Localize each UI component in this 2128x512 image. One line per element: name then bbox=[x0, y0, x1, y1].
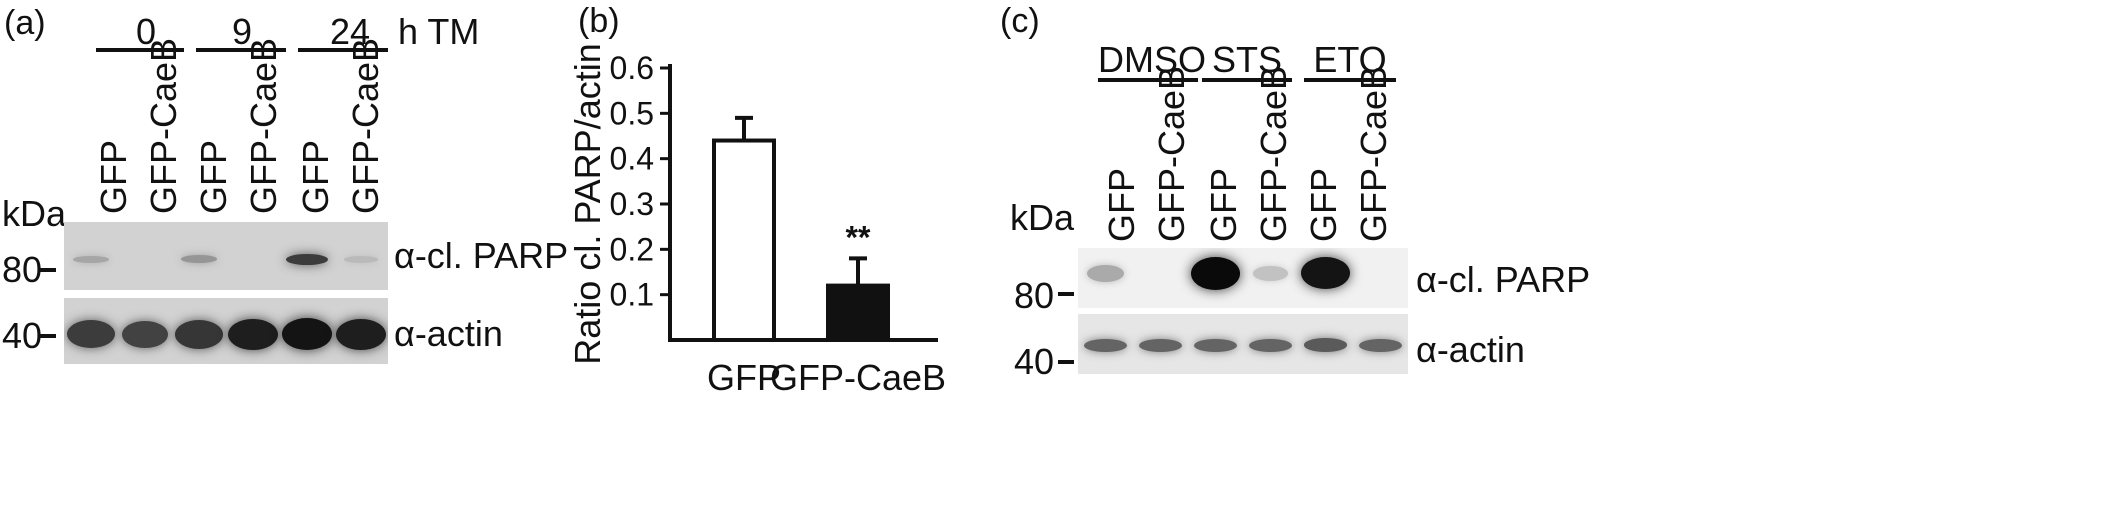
y-tick-label: 0.6 bbox=[610, 50, 654, 86]
parp-band bbox=[180, 255, 218, 264]
lane-label: GFP-CaeB bbox=[345, 37, 386, 214]
y-tick-label: 0.3 bbox=[610, 186, 654, 222]
group-label-9h: 9 bbox=[231, 11, 253, 52]
parp-blot-label: α-cl. PARP bbox=[1416, 259, 1591, 300]
y-tick-label: 0.4 bbox=[610, 141, 654, 177]
lane-label: GFP bbox=[295, 139, 336, 214]
bar-gfp bbox=[712, 138, 776, 342]
group-label-sts: STS bbox=[1211, 39, 1282, 80]
actin-band bbox=[1249, 338, 1292, 352]
actin-band bbox=[281, 318, 333, 351]
parp-band bbox=[1190, 256, 1241, 290]
marker-40-label: 40 bbox=[2, 315, 43, 356]
lane-label: GFP bbox=[1101, 167, 1142, 242]
parp-blot bbox=[64, 222, 388, 290]
actin-band bbox=[228, 318, 278, 350]
x-tick-label: GFP-CaeB bbox=[770, 357, 946, 398]
x-tick-label: GFP bbox=[707, 357, 781, 398]
actin-band bbox=[1084, 338, 1127, 352]
lane-label: GFP bbox=[1203, 167, 1244, 242]
actin-band bbox=[1359, 338, 1402, 352]
actin-blot-label: α-actin bbox=[394, 313, 503, 354]
marker-80-tick bbox=[1058, 292, 1074, 296]
parp-band bbox=[1252, 265, 1289, 281]
group-bracket-dmso bbox=[1098, 78, 1198, 82]
lane-label: GFP bbox=[193, 139, 234, 214]
marker-80-label: 80 bbox=[1014, 275, 1055, 316]
parp-band bbox=[344, 256, 378, 263]
group-label-24h: 24 bbox=[329, 11, 371, 52]
group-bracket-sts bbox=[1202, 78, 1292, 82]
y-tick-label: 0.1 bbox=[610, 277, 654, 313]
group-label-0h: 0 bbox=[135, 11, 157, 52]
y-tick-label: 0.2 bbox=[610, 231, 654, 267]
y-axis-label: Ratio cl. PARP/actin bbox=[567, 43, 608, 364]
bar-gfp-caeb bbox=[826, 283, 890, 343]
lane-label: GFP-CaeB bbox=[1151, 65, 1192, 242]
panel-b-letter: (b) bbox=[578, 2, 620, 40]
marker-40-tick bbox=[1058, 360, 1074, 364]
time-unit-label: h TM bbox=[398, 11, 480, 52]
kda-label: kDa bbox=[2, 193, 67, 234]
group-label-dmso: DMSO bbox=[1098, 39, 1206, 80]
actin-band bbox=[121, 320, 169, 349]
panel-c-letter: (c) bbox=[1000, 2, 1040, 40]
marker-40-tick bbox=[40, 334, 56, 338]
parp-band bbox=[1086, 264, 1125, 282]
lane-label: GFP-CaeB bbox=[143, 37, 184, 214]
actin-band bbox=[1303, 338, 1348, 353]
lane-label: GFP bbox=[1303, 167, 1344, 242]
group-bracket-0h bbox=[96, 48, 184, 52]
marker-80-tick bbox=[40, 268, 56, 272]
y-tick-label: 0.5 bbox=[610, 95, 654, 131]
actin-band bbox=[336, 318, 386, 350]
group-bracket-24h bbox=[298, 48, 388, 52]
actin-band bbox=[1194, 338, 1237, 352]
parp-blot bbox=[1078, 248, 1408, 308]
group-bracket-9h bbox=[196, 48, 286, 52]
actin-blot-label: α-actin bbox=[1416, 329, 1525, 370]
parp-band bbox=[1301, 257, 1350, 290]
lane-label: GFP bbox=[93, 139, 134, 214]
kda-label: kDa bbox=[1010, 197, 1075, 238]
significance-marker: ** bbox=[846, 219, 871, 255]
actin-band bbox=[175, 319, 223, 349]
parp-blot-label: α-cl. PARP bbox=[394, 235, 569, 276]
lane-label: GFP-CaeB bbox=[1253, 65, 1294, 242]
panel-a-letter: (a) bbox=[4, 4, 46, 42]
actin-band bbox=[1139, 338, 1182, 352]
parp-band bbox=[285, 253, 329, 266]
lane-label: GFP-CaeB bbox=[243, 37, 284, 214]
actin-blot bbox=[1078, 314, 1408, 374]
marker-80-label: 80 bbox=[2, 249, 43, 290]
lane-label: GFP-CaeB bbox=[1353, 65, 1394, 242]
marker-40-label: 40 bbox=[1014, 341, 1055, 382]
actin-blot bbox=[64, 298, 388, 364]
group-label-eto: ETO bbox=[1313, 39, 1387, 80]
actin-band bbox=[67, 320, 115, 349]
parp-band bbox=[73, 255, 109, 264]
group-bracket-eto bbox=[1304, 78, 1396, 82]
